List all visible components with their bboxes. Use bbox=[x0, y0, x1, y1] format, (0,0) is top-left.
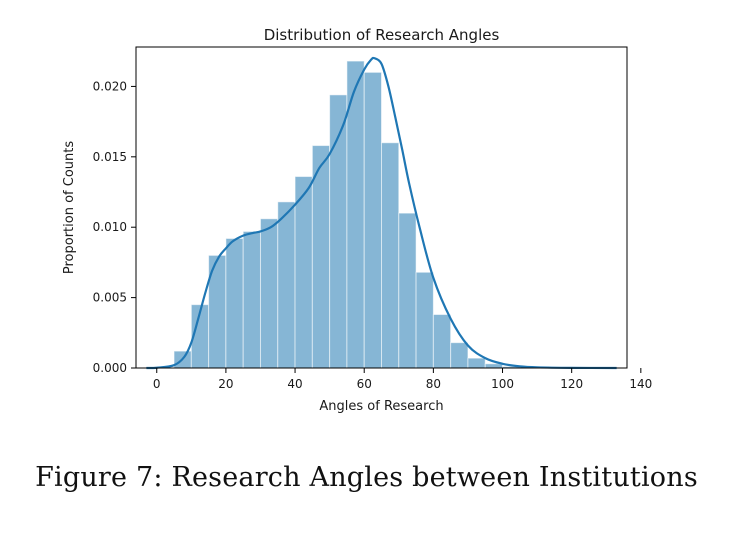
ticks: 0 20 40 60 80 100 120 140 0.000 0.005 0.010 0.015 0.… bbox=[93, 79, 653, 391]
x-tick-label: 20 bbox=[218, 377, 233, 391]
x-tick-label: 120 bbox=[560, 377, 583, 391]
histogram-bar bbox=[225, 237, 244, 369]
histogram-bar bbox=[259, 218, 279, 369]
histogram-bar bbox=[432, 314, 452, 369]
axes bbox=[135, 46, 628, 369]
histogram-bar bbox=[484, 363, 504, 369]
y-tick-label: 0.005 bbox=[93, 291, 127, 305]
figure-caption: Figure 7: Research Angles between Instit… bbox=[35, 462, 698, 493]
plot-frame bbox=[135, 46, 628, 369]
histogram-bar bbox=[415, 271, 434, 369]
chart-title: Distribution of Research Angles bbox=[264, 26, 500, 44]
x-tick-label: 0 bbox=[153, 377, 161, 391]
histogram-bar bbox=[450, 342, 469, 369]
kde-curve-layer bbox=[146, 56, 617, 370]
histogram-bar bbox=[294, 176, 313, 369]
histogram-bars bbox=[173, 60, 521, 369]
x-tick-label: 80 bbox=[426, 377, 441, 391]
y-tick-label: 0.020 bbox=[93, 79, 127, 93]
y-tick-label: 0.015 bbox=[93, 150, 127, 164]
y-tick-label: 0.000 bbox=[93, 361, 127, 375]
density-histogram-chart: Distribution of Research Angles Angles o… bbox=[62, 26, 653, 414]
y-axis-label: Proportion of Counts bbox=[62, 141, 77, 274]
x-axis-label: Angles of Research bbox=[319, 399, 443, 414]
histogram-bar bbox=[242, 230, 261, 369]
histogram-bar bbox=[363, 71, 383, 369]
x-tick-label: 60 bbox=[357, 377, 372, 391]
kde-curve bbox=[146, 56, 617, 370]
histogram-bar bbox=[381, 142, 400, 369]
histogram-bar bbox=[277, 201, 296, 369]
y-tick-label: 0.010 bbox=[93, 220, 127, 234]
x-tick-label: 100 bbox=[491, 377, 514, 391]
x-tick-label: 140 bbox=[629, 377, 652, 391]
x-tick-label: 40 bbox=[287, 377, 302, 391]
histogram-bar bbox=[398, 212, 417, 369]
histogram-bar bbox=[467, 357, 486, 369]
